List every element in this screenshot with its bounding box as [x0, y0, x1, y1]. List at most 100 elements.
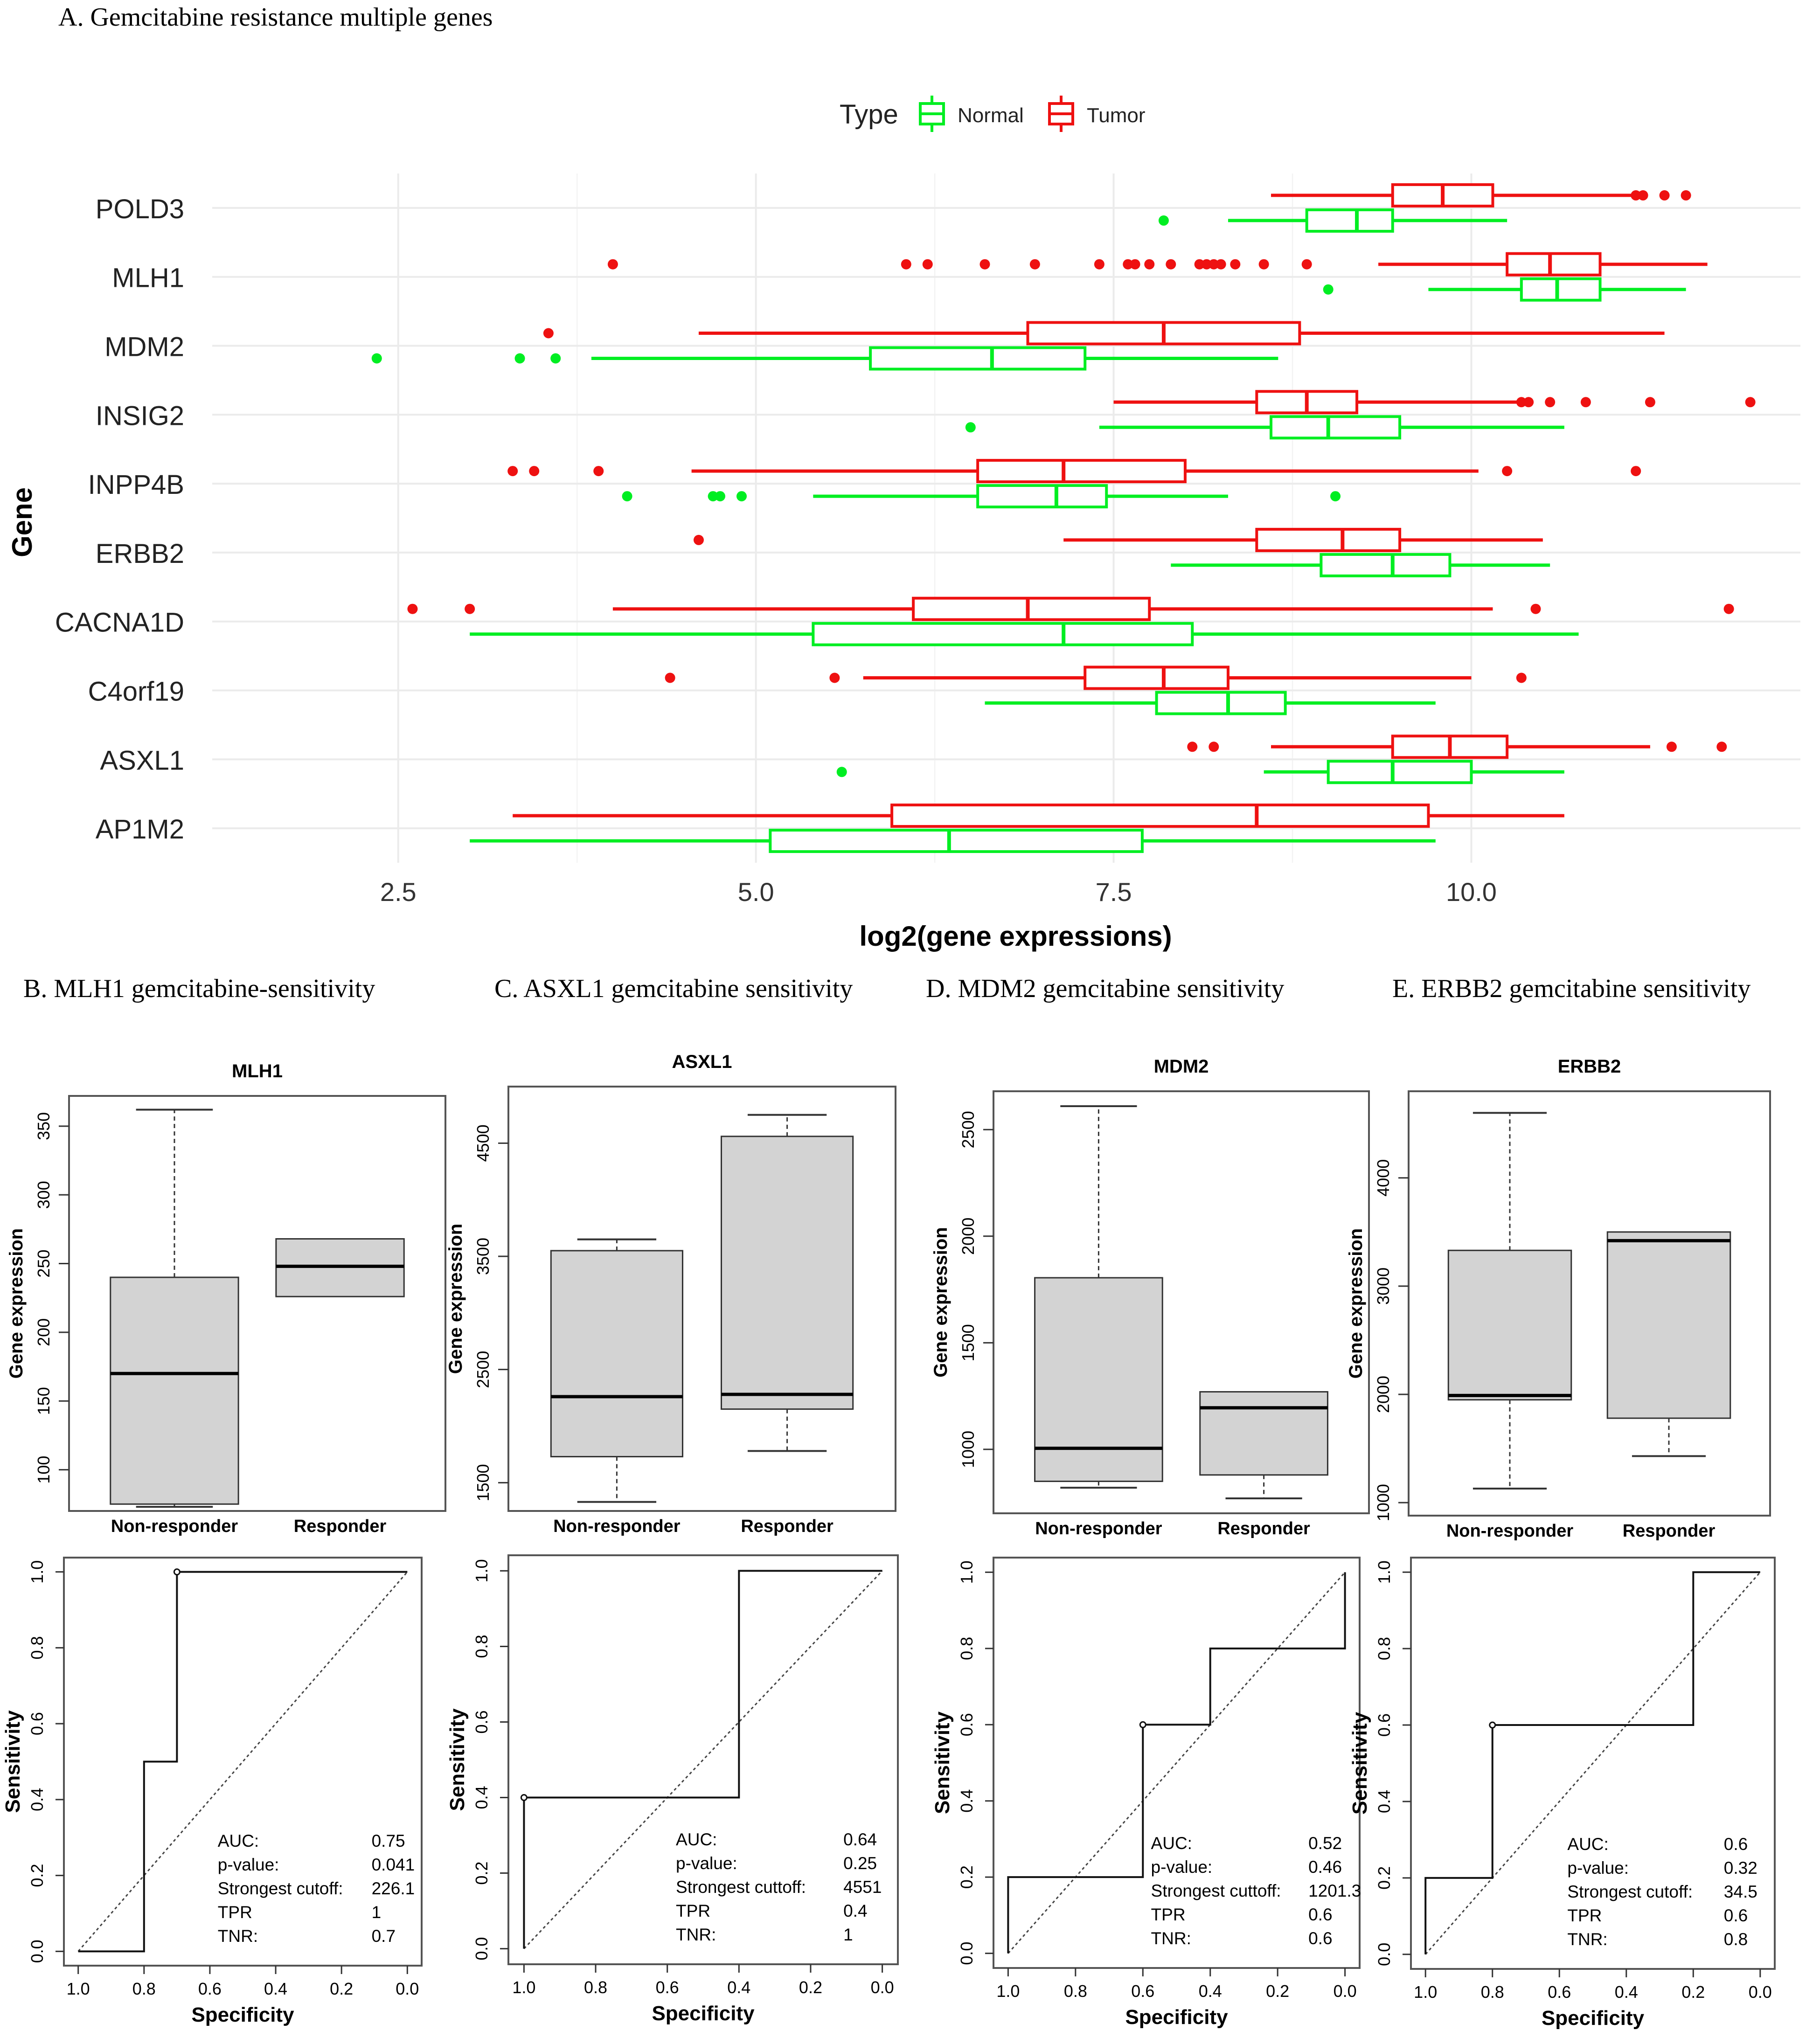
outlier-point — [1516, 672, 1527, 683]
box-iqr — [550, 1250, 684, 1458]
y-tick-label: 0.0 — [1375, 1943, 1394, 1966]
y-tick-label: 0.2 — [28, 1864, 47, 1887]
stat-label: TPR — [218, 1903, 252, 1922]
x-tick-label: 0.6 — [656, 1978, 679, 1997]
outlier-point — [1666, 741, 1677, 752]
box-iqr — [1034, 1277, 1163, 1482]
panel-heading: E. ERBB2 gemcitabine sensitivity — [1392, 974, 1750, 1003]
box-iqr — [1320, 553, 1452, 577]
box-non-responder — [1034, 1105, 1163, 1489]
x-axis-title: Specificity — [1542, 2007, 1645, 2030]
stat-label: TNR: — [676, 1925, 716, 1944]
x-tick-label: 10.0 — [1446, 877, 1497, 907]
box-iqr — [1199, 1391, 1328, 1476]
stat-value: 1201.3 — [1308, 1881, 1361, 1900]
outlier-point — [715, 491, 725, 502]
stat-value: 0.6 — [1724, 1835, 1748, 1854]
y-tick-label: 300 — [34, 1181, 53, 1209]
box-tumor-mlh1 — [607, 252, 1708, 277]
outlier-point — [829, 672, 840, 683]
y-tick-label: 100 — [34, 1456, 53, 1484]
stat-label: TNR: — [218, 1926, 258, 1946]
outlier-point — [1094, 259, 1104, 270]
legend-key-tumor — [1048, 96, 1074, 132]
plot-frame — [507, 1554, 899, 1965]
gene-label-mdm2: MDM2 — [104, 332, 184, 362]
box-normal-pold3 — [1158, 208, 1507, 233]
outlier-point — [607, 259, 618, 270]
outlier-point — [1638, 190, 1648, 201]
x-tick-label: 0.6 — [1548, 1982, 1571, 2002]
roc-mlh1: 1.0 0.8 0.6 0.4 0.2 0.0 0.0 0.2 0.4 0.6 0.8 1.0 Spec… — [1, 1557, 423, 2026]
gene-label-inpp4b: INPP4B — [88, 470, 184, 500]
roc-asxl1: 1.0 0.8 0.6 0.4 0.2 0.0 0.0 0.2 0.4 0.6 0.8 1.0 Spec… — [446, 1554, 899, 2025]
outlier-point — [693, 534, 704, 545]
y-axis-title: Sensitivity — [931, 1711, 954, 1814]
outlier-point — [1330, 491, 1341, 502]
y-tick-label: 0.8 — [28, 1636, 47, 1659]
panel-heading: D. MDM2 gemcitabine sensitivity — [926, 974, 1284, 1003]
stat-label: TPR — [1567, 1906, 1602, 1925]
panel-a-heading: A. Gemcitabine resistance multiple genes — [58, 3, 493, 32]
x-axis-title: log2(gene expressions) — [859, 921, 1172, 952]
outlier-point — [529, 466, 540, 477]
outlier-point — [965, 422, 976, 433]
outlier-point — [371, 353, 382, 364]
plot-frame — [1410, 1557, 1776, 1970]
outlier-point — [1029, 259, 1040, 270]
outlier-point — [1530, 603, 1541, 614]
plot-frame — [507, 1086, 896, 1512]
outlier-point — [1645, 397, 1655, 408]
stat-value: 0.6 — [1308, 1929, 1332, 1948]
x-tick-label: 0.6 — [1131, 1982, 1154, 2001]
stat-value: 0.64 — [843, 1830, 877, 1849]
stat-value: 1 — [843, 1925, 853, 1944]
box-normal-asxl1 — [836, 760, 1564, 784]
box-iqr — [110, 1276, 239, 1505]
box-non-responder — [550, 1238, 684, 1503]
y-tick-label: 0.0 — [28, 1940, 47, 1963]
y-tick-label: 350 — [34, 1112, 53, 1140]
outlier-point — [622, 491, 632, 502]
x-tick-label: 2.5 — [380, 877, 417, 907]
x-tick-label: 0.4 — [727, 1978, 750, 1997]
y-tick-label: 1000 — [1374, 1484, 1393, 1521]
y-axis-title: Gene expression — [1346, 1228, 1366, 1379]
box-iqr — [1506, 252, 1602, 277]
x-tick-label: 0.2 — [330, 1979, 353, 1998]
y-tick-label: 0.4 — [957, 1789, 976, 1813]
box-iqr — [1520, 277, 1602, 302]
box-iqr — [769, 829, 1144, 853]
y-tick-label: 3500 — [473, 1238, 493, 1275]
outlier-point — [901, 259, 911, 270]
box-iqr — [1270, 415, 1402, 440]
y-tick-label: 0.4 — [28, 1788, 47, 1811]
y-tick-label: 0.6 — [1375, 1713, 1394, 1737]
y-tick-label: 1500 — [473, 1464, 493, 1501]
boxplot-erbb2: ERBB2 1000 2000 3000 4000 Gene expression Non-… — [1346, 1056, 1771, 1541]
category-label: Responder — [1623, 1521, 1716, 1541]
y-tick-label: 3000 — [1374, 1268, 1393, 1305]
box-responder — [1606, 1231, 1731, 1457]
outlier-point — [1323, 284, 1334, 295]
box-responder — [275, 1238, 405, 1297]
panel-heading: C. ASXL1 gemcitabine sensitivity — [494, 974, 853, 1003]
gene-label-cacna1d: CACNA1D — [55, 608, 184, 638]
x-tick-label: 0.4 — [1615, 1982, 1638, 2002]
y-tick-label: 150 — [34, 1387, 53, 1415]
outlier-point — [1230, 259, 1241, 270]
box-tumor-pold3 — [1271, 183, 1691, 208]
y-axis-title: Gene — [7, 487, 38, 557]
gene-label-pold3: POLD3 — [96, 194, 184, 224]
y-tick-label: 4000 — [1374, 1159, 1393, 1197]
stat-label: Strongest cutoff: — [218, 1879, 343, 1898]
x-tick-label: 0.0 — [871, 1978, 894, 1997]
gene-label-ap1m2: AP1M2 — [96, 814, 184, 845]
gene-label-mlh1: MLH1 — [112, 263, 184, 293]
category-label: Non-responder — [111, 1517, 238, 1536]
stat-value: 34.5 — [1724, 1882, 1757, 1901]
x-tick-label: 0.8 — [1481, 1982, 1504, 2002]
box-iqr — [1155, 691, 1287, 715]
roc-erbb2: 1.0 0.8 0.6 0.4 0.2 0.0 0.0 0.2 0.4 0.6 0.8 1.0 Spec… — [1348, 1557, 1776, 2030]
